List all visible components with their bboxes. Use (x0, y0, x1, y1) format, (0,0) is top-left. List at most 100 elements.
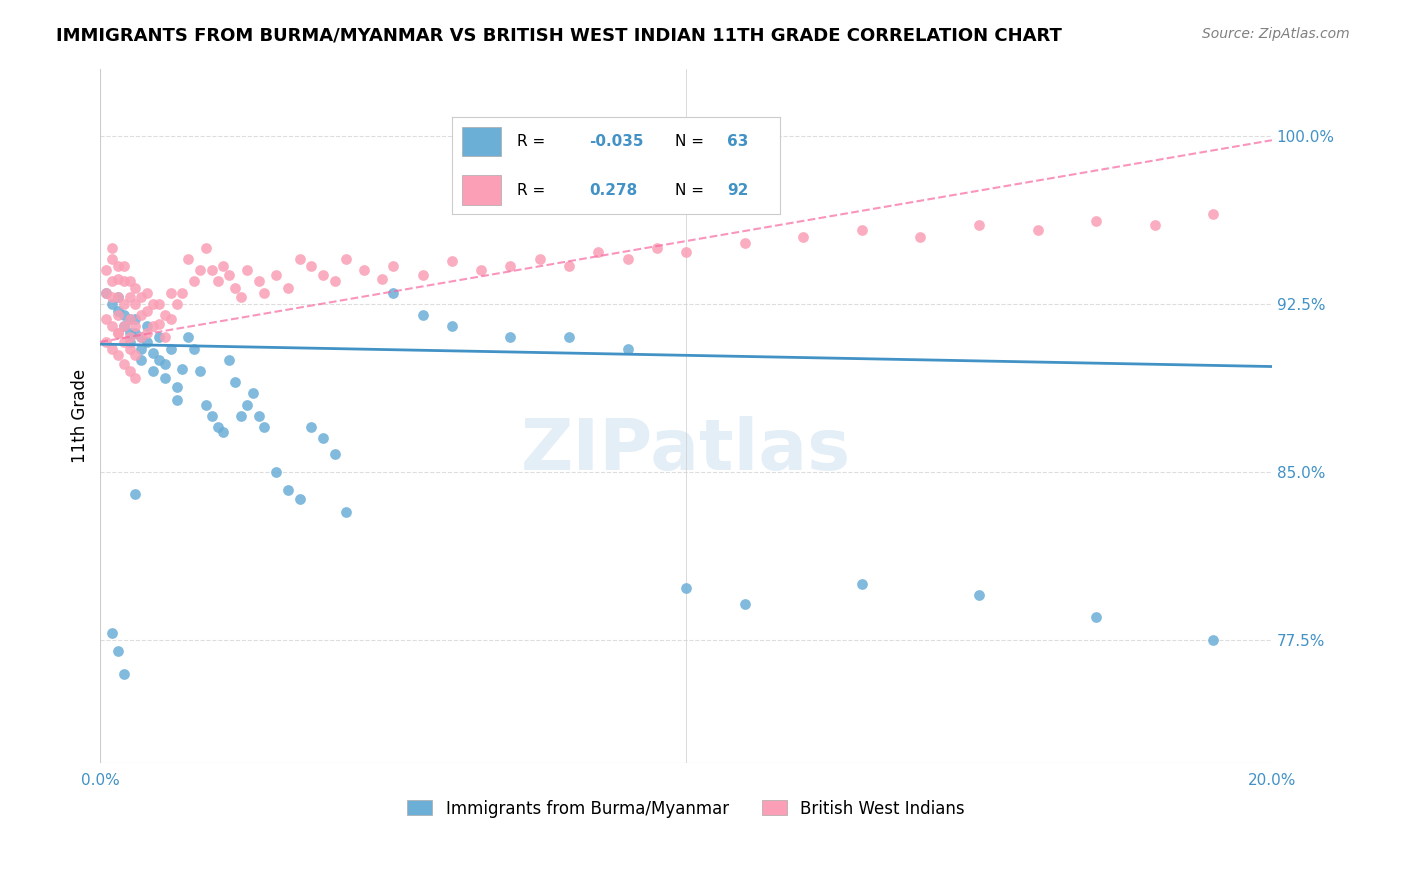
Point (212, 425, 235, 439)
Point (1085, 214, 1108, 228)
Point (1143, 219, 1166, 233)
Point (107, 326, 129, 340)
Point (299, 259, 322, 273)
Point (588, 245, 610, 260)
Point (440, 319, 463, 334)
Point (558, 259, 581, 273)
Point (118, 312, 141, 326)
Point (107, 259, 129, 273)
Point (247, 274, 270, 288)
Point (124, 487, 146, 501)
Point (242, 386, 264, 401)
Point (440, 254, 463, 268)
Point (131, 352, 153, 367)
Point (616, 252, 638, 266)
Point (177, 330, 200, 344)
Point (101, 319, 124, 334)
Point (851, 223, 873, 237)
Point (851, 577, 873, 591)
Point (247, 409, 270, 423)
Point (166, 380, 188, 394)
Point (166, 297, 188, 311)
Point (207, 274, 229, 288)
Point (96, 334, 118, 349)
Point (236, 398, 259, 412)
Point (382, 285, 405, 300)
Point (153, 308, 176, 322)
Point (967, 588, 990, 602)
Point (107, 348, 129, 362)
Point (529, 252, 551, 266)
Point (288, 252, 311, 266)
Point (112, 319, 135, 334)
Point (131, 330, 153, 344)
Point (107, 290, 129, 304)
Point (131, 342, 153, 356)
Point (207, 420, 229, 434)
Point (107, 303, 129, 318)
Point (166, 393, 188, 408)
Point (112, 297, 135, 311)
Point (101, 342, 124, 356)
Point (1202, 207, 1225, 221)
Point (153, 357, 176, 371)
Text: Source: ZipAtlas.com: Source: ZipAtlas.com (1202, 27, 1350, 41)
Point (335, 252, 357, 266)
Point (218, 268, 240, 282)
Point (107, 644, 129, 658)
Point (412, 268, 434, 282)
Point (172, 361, 194, 376)
Point (96, 285, 118, 300)
Point (188, 263, 211, 277)
Point (124, 319, 146, 334)
Point (131, 308, 153, 322)
Point (910, 229, 932, 244)
Point (118, 312, 141, 326)
Point (172, 285, 194, 300)
Point (201, 263, 224, 277)
Point (112, 666, 135, 681)
Point (792, 229, 814, 244)
Point (159, 285, 181, 300)
Point (153, 370, 176, 384)
Point (136, 319, 159, 334)
Point (264, 465, 287, 479)
Point (118, 290, 141, 304)
Point (159, 312, 181, 326)
Point (323, 274, 346, 288)
Point (212, 259, 235, 273)
Point (118, 274, 141, 288)
Point (124, 348, 146, 362)
Y-axis label: 11th Grade: 11th Grade (72, 368, 89, 463)
Point (96, 263, 118, 277)
Point (107, 326, 129, 340)
Point (277, 483, 299, 497)
Point (118, 326, 141, 340)
Point (499, 259, 522, 273)
Point (118, 330, 141, 344)
Point (118, 342, 141, 356)
Point (224, 375, 246, 389)
Point (645, 241, 668, 255)
Point (277, 281, 299, 295)
Point (131, 290, 153, 304)
Point (967, 219, 990, 233)
Point (101, 297, 124, 311)
Point (335, 505, 357, 519)
Point (118, 364, 141, 378)
Point (312, 431, 335, 445)
Point (124, 297, 146, 311)
Point (288, 491, 311, 506)
Point (124, 326, 146, 340)
Point (148, 352, 170, 367)
Point (194, 398, 217, 412)
Point (264, 268, 287, 282)
Point (124, 312, 146, 326)
Point (101, 274, 124, 288)
Point (370, 272, 392, 286)
Point (499, 330, 522, 344)
Point (136, 326, 159, 340)
Text: IMMIGRANTS FROM BURMA/MYANMAR VS BRITISH WEST INDIAN 11TH GRADE CORRELATION CHAR: IMMIGRANTS FROM BURMA/MYANMAR VS BRITISH… (56, 27, 1062, 45)
Point (112, 308, 135, 322)
Point (1026, 223, 1049, 237)
